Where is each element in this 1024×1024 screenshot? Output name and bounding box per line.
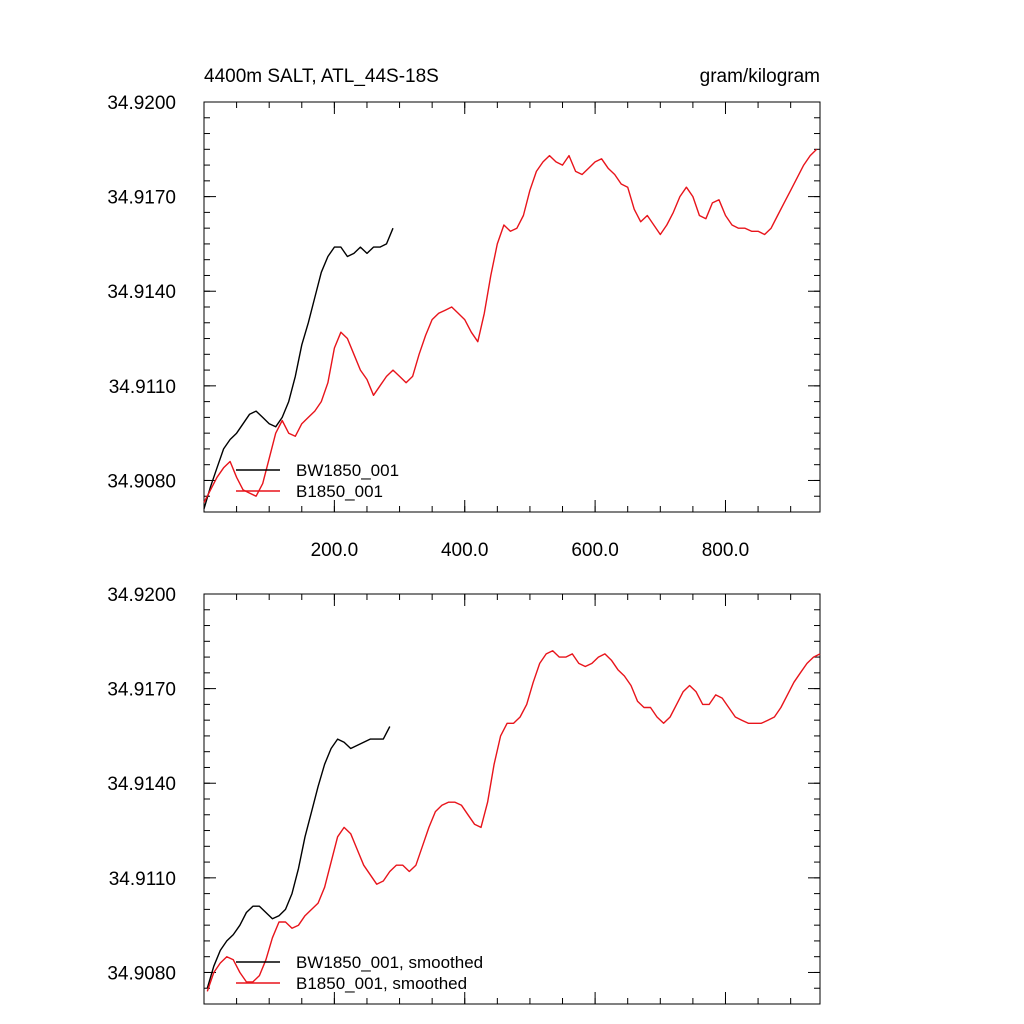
chart-title: 4400m SALT, ATL_44S-18S — [204, 66, 439, 87]
legend-label: BW1850_001 — [296, 461, 399, 480]
y-tick-label: 34.9140 — [107, 774, 176, 795]
y-tick-label: 34.9200 — [107, 93, 176, 114]
series-line-bw1850-001 — [203, 227, 394, 509]
y-tick-label: 34.9200 — [107, 585, 176, 606]
legend-label: B1850_001, smoothed — [296, 974, 467, 993]
plot-frame — [203, 593, 821, 1005]
x-tick-label: 200.0 — [311, 540, 359, 561]
y-tick-label: 34.9110 — [109, 869, 176, 890]
y-tick-label: 34.9080 — [107, 963, 176, 984]
y-tick-label: 34.9080 — [107, 471, 176, 492]
y-tick-label: 34.9170 — [107, 188, 176, 209]
smoothed-panel: 34.9080 34.9110 34.9140 34.9170 34.9200 BW185… — [107, 585, 821, 1005]
y-tick-label: 34.9110 — [109, 377, 176, 398]
x-tick-label: 800.0 — [702, 540, 750, 561]
x-tick-label: 600.0 — [571, 540, 619, 561]
raw-panel: 34.9080 34.9110 34.9140 34.9170 34.9200 200.0… — [107, 93, 821, 561]
legend-label: BW1850_001, smoothed — [296, 953, 483, 972]
y-tick-label: 34.9170 — [107, 680, 176, 701]
series-line-bw1850-001-smoothed — [206, 726, 391, 989]
plot-frame — [203, 101, 821, 513]
series-line-b1850-001-smoothed — [206, 650, 821, 992]
legend-label: B1850_001 — [296, 482, 383, 501]
chart-units-label: gram/kilogram — [700, 66, 820, 87]
series-line-b1850-001 — [203, 148, 818, 503]
y-tick-label: 34.9140 — [107, 282, 176, 303]
x-tick-label: 400.0 — [441, 540, 489, 561]
